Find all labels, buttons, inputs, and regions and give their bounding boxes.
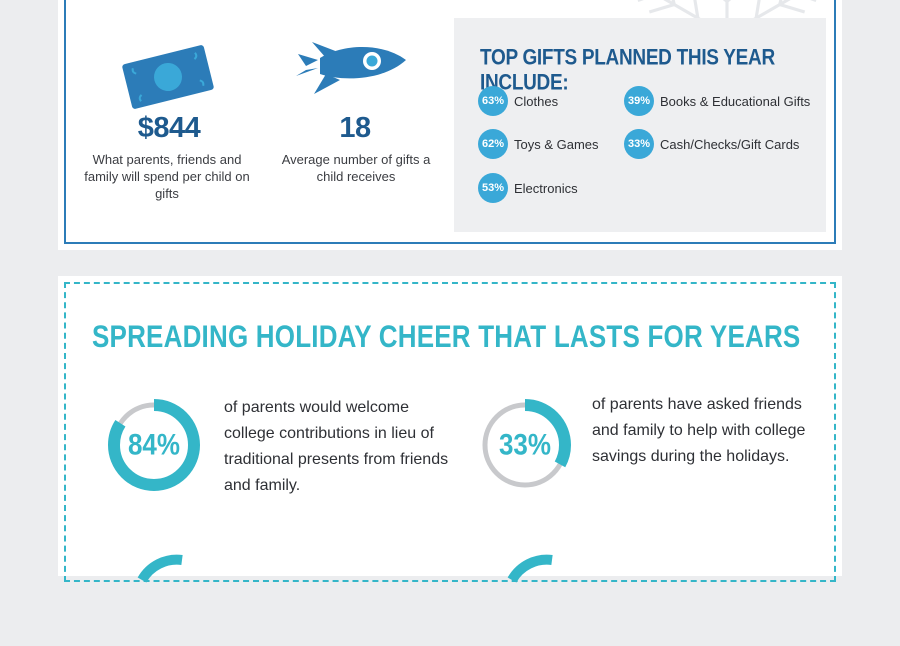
money-bill-icon bbox=[122, 45, 214, 109]
spending-value: $844 bbox=[137, 112, 201, 144]
top-gifts-box: TOP GIFTS PLANNED THIS YEAR INCLUDE: 63%… bbox=[454, 18, 826, 232]
gift-percent-badge: 53% bbox=[478, 173, 508, 203]
percent-ring-84 bbox=[108, 399, 200, 491]
gift-label: Toys & Games bbox=[514, 136, 599, 152]
top-panel-border bbox=[64, 0, 836, 244]
gift-label: Cash/Checks/Gift Cards bbox=[660, 136, 800, 152]
partial-ring-left bbox=[137, 554, 183, 583]
section-title: SPREADING HOLIDAY CHEER THAT LASTS FOR Y… bbox=[92, 318, 801, 354]
gift-percent-badge: 39% bbox=[624, 86, 654, 116]
gifts-count-description: Average number of gifts a child receives bbox=[281, 152, 431, 184]
rocket-icon bbox=[296, 42, 406, 94]
gift-label: Electronics bbox=[514, 180, 578, 196]
gift-item: 39% Books & Educational Gifts bbox=[624, 86, 810, 116]
ring-percent-value: 33% bbox=[498, 426, 552, 462]
gift-item: 63% Clothes bbox=[478, 86, 558, 116]
percent-ring-33 bbox=[479, 399, 571, 491]
ring-percent-value: 84% bbox=[127, 426, 181, 462]
gift-label: Clothes bbox=[514, 93, 559, 109]
gift-label: Books & Educational Gifts bbox=[660, 93, 811, 109]
gift-item: 33% Cash/Checks/Gift Cards bbox=[624, 129, 799, 159]
gifts-count-value: 18 bbox=[339, 112, 371, 144]
gift-item: 62% Toys & Games bbox=[478, 129, 599, 159]
spending-description: What parents, friends and family will sp… bbox=[84, 152, 250, 201]
gift-item: 53% Electronics bbox=[478, 173, 578, 203]
gift-percent-badge: 62% bbox=[478, 129, 508, 159]
gift-percent-badge: 33% bbox=[624, 129, 654, 159]
stat-text: of parents would welcome college contrib… bbox=[224, 399, 449, 494]
gift-percent-badge: 63% bbox=[478, 86, 508, 116]
partial-ring-right bbox=[507, 554, 553, 583]
stat-text: of parents have asked friends and family… bbox=[592, 396, 806, 465]
